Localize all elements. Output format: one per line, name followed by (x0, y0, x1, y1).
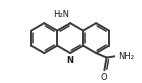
Text: NH₂: NH₂ (118, 52, 134, 61)
Text: N: N (67, 56, 74, 65)
Text: H₂N: H₂N (53, 10, 69, 19)
Text: O: O (100, 73, 107, 82)
